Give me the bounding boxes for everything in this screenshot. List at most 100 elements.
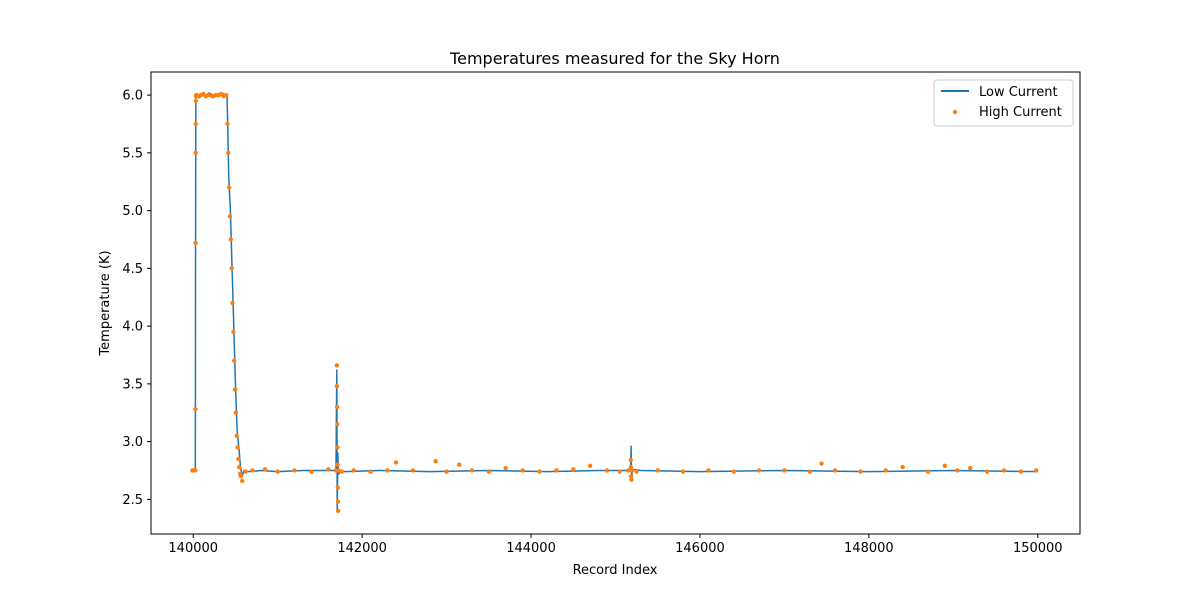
scatter-point-high-current [334, 383, 340, 389]
scatter-point-high-current [444, 469, 449, 474]
scatter-point-high-current [883, 468, 888, 473]
scatter-point-high-current [229, 266, 234, 271]
scatter-point-high-current [335, 445, 340, 450]
scatter-point-high-current [275, 469, 280, 474]
chart-title: Temperatures measured for the Sky Horn [449, 49, 780, 68]
scatter-point-high-current [782, 468, 787, 473]
scatter-point-high-current [335, 499, 341, 504]
scatter-point-high-current [231, 329, 236, 335]
scatter-point-high-current [231, 358, 237, 363]
scatter-point-high-current [629, 477, 634, 482]
x-tick-label: 142000 [337, 541, 387, 556]
scatter-point-high-current [234, 433, 239, 439]
scatter-point-high-current [1001, 468, 1007, 473]
y-tick-label: 4.5 [122, 262, 143, 277]
scatter-point-high-current [193, 407, 198, 412]
scatter-point-high-current [237, 464, 242, 470]
legend: Low Current High Current [933, 79, 1074, 127]
scatter-point-high-current [900, 464, 905, 470]
y-tick-label: 6.0 [122, 89, 143, 104]
scatter-point-high-current [292, 468, 297, 473]
scatter-point-high-current [227, 214, 233, 219]
legend-label-low-current: Low Current [979, 85, 1058, 100]
scatter-point-high-current [193, 150, 198, 156]
scatter-point-high-current [230, 300, 235, 306]
scatter-point-high-current [334, 363, 339, 368]
y-tick-label: 4.0 [122, 320, 143, 335]
scatter-point-high-current [334, 404, 340, 410]
scatter-point-high-current [335, 422, 340, 427]
scatter-point-high-current [223, 92, 229, 98]
scatter-point-high-current [226, 185, 232, 190]
scatter-point-high-current [335, 508, 341, 514]
scatter-point-high-current [335, 485, 341, 490]
scatter-point-high-current [225, 121, 230, 127]
scatter-point-high-current [706, 468, 711, 473]
scatter-point-high-current [336, 468, 341, 473]
y-axis: 2.5 3.0 3.5 4.0 4.5 5.0 5.5 6.0 [122, 89, 151, 508]
plot-area [190, 91, 1039, 514]
scatter-point-high-current [537, 469, 542, 474]
scatter-point-high-current [368, 469, 373, 474]
scatter-point-high-current [680, 469, 686, 474]
scatter-point-high-current [262, 467, 268, 472]
scatter-point-high-current [385, 468, 390, 473]
scatter-point-high-current [628, 474, 634, 479]
y-tick-label: 5.0 [122, 204, 143, 219]
scatter-point-high-current [250, 468, 255, 473]
scatter-point-high-current [236, 456, 241, 462]
scatter-point-high-current [858, 469, 863, 474]
scatter-point-high-current [410, 468, 416, 473]
scatter-point-high-current [457, 462, 462, 467]
x-axis-label: Record Index [573, 563, 658, 578]
scatter-point-high-current [628, 457, 633, 463]
scatter-point-high-current [655, 468, 660, 473]
y-axis-label: Temperature (K) [98, 250, 113, 356]
scatter-point-high-current [571, 467, 576, 472]
scatter-point-high-current [486, 469, 492, 474]
y-tick-label: 5.5 [122, 146, 143, 161]
scatter-point-high-current [243, 469, 248, 474]
scatter-point-high-current [807, 469, 812, 474]
scatter-point-high-current [955, 468, 960, 473]
legend-label-high-current: High Current [979, 105, 1062, 120]
scatter-point-high-current [193, 121, 198, 127]
scatter-point-high-current [238, 474, 244, 479]
scatter-point-high-current [235, 445, 240, 450]
scatter-point-high-current [326, 467, 331, 472]
scatter-point-high-current [942, 463, 948, 469]
scatter-point-high-current [1018, 469, 1024, 474]
scatter-point-high-current [233, 410, 239, 415]
scatter-point-high-current [232, 387, 238, 392]
scatter-point-high-current [819, 461, 824, 466]
scatter-point-high-current [1033, 468, 1039, 473]
x-tick-label: 146000 [675, 541, 725, 556]
scatter-point-high-current [554, 468, 559, 473]
scatter-point-high-current [193, 98, 199, 104]
scatter-point-high-current [756, 468, 762, 473]
scatter-point-high-current [393, 460, 399, 465]
scatter-point-high-current [968, 465, 973, 471]
scatter-point-high-current [625, 468, 631, 473]
scatter-point-high-current [351, 468, 356, 473]
y-tick-label: 3.0 [122, 435, 143, 450]
scatter-point-high-current [634, 469, 639, 474]
scatter-point-high-current [984, 469, 990, 474]
scatter-point-high-current [628, 464, 634, 470]
scatter-point-high-current [335, 462, 340, 467]
scatter-point-high-current [309, 469, 314, 474]
scatter-point-high-current [226, 150, 231, 156]
scatter-point-high-current [832, 468, 838, 473]
x-tick-label: 148000 [844, 541, 894, 556]
y-tick-label: 2.5 [122, 493, 143, 508]
scatter-point-high-current [433, 459, 438, 464]
scatter-point-high-current [193, 468, 198, 473]
legend-marker-swatch [952, 109, 958, 115]
x-tick-label: 144000 [506, 541, 556, 556]
scatter-point-high-current [520, 468, 525, 473]
scatter-point-high-current [604, 468, 610, 473]
scatter-point-high-current [617, 469, 622, 474]
y-tick-label: 3.5 [122, 377, 143, 392]
